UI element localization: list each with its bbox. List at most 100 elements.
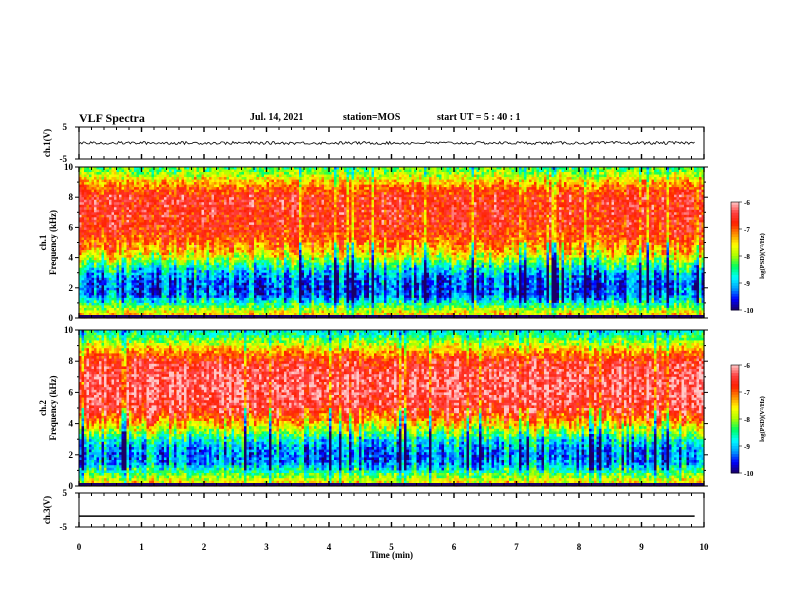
spectrogram-cell (144, 202, 148, 206)
spectrogram-cell (124, 250, 128, 254)
spectrogram-cell (84, 187, 88, 191)
spectrogram-cell (101, 192, 105, 196)
spectrogram-cell (79, 282, 83, 286)
spectrogram-cell (159, 232, 163, 236)
spectrogram-cell (174, 194, 178, 198)
spectrogram-cell (121, 232, 125, 236)
spectrogram-cell (109, 204, 113, 208)
spectrogram-cell (151, 250, 155, 254)
spectrogram-cell (144, 197, 148, 201)
spectrogram-cell (126, 169, 130, 173)
spectrogram-cell (136, 229, 140, 234)
spectrogram-cell (136, 199, 140, 203)
spectrogram-cell (176, 295, 180, 299)
spectrogram-cell (139, 305, 143, 309)
spectrogram-cell (176, 270, 180, 274)
spectrogram-cell (146, 229, 150, 234)
spectrogram-cell (171, 270, 175, 274)
spectrogram-cell (119, 250, 123, 254)
spectrogram-cell (164, 174, 168, 178)
spectrogram-cell (174, 267, 178, 271)
spectrogram-cell (166, 285, 170, 289)
spectrogram-cell (176, 179, 180, 183)
spectrogram-cell (156, 267, 160, 271)
spectrogram-cell (114, 234, 118, 239)
spectrogram-cell (111, 272, 115, 276)
spectrogram-cell (119, 307, 123, 312)
spectrogram-cell (99, 252, 103, 256)
spectrogram-cell (126, 300, 130, 304)
spectrogram-cell (99, 265, 103, 269)
spectrogram-cell (169, 305, 173, 309)
spectrogram-cell (171, 174, 175, 178)
spectrogram-cell (121, 260, 125, 264)
spectrogram-cell (79, 255, 83, 259)
spectrogram-cell (119, 302, 123, 307)
spectrogram-cell (174, 217, 178, 221)
spectrogram-cell (126, 265, 130, 269)
spectrogram-cell (86, 167, 90, 171)
spectrogram-cell (154, 252, 158, 256)
spectrogram-cell (104, 285, 108, 289)
spectrogram-cell (134, 272, 138, 276)
spectrogram-cell (129, 295, 133, 299)
spectrogram-cell (171, 245, 175, 249)
spectrogram-cell (154, 174, 158, 178)
spectrogram-cell (114, 302, 118, 307)
spectrogram-cell (144, 257, 148, 261)
spectrogram-cell (131, 194, 135, 198)
spectrogram-cell (141, 222, 145, 226)
spectrogram-cell (129, 227, 133, 231)
spectrogram-cell (94, 275, 98, 279)
spectrogram-cell (154, 229, 158, 234)
spectrogram-cell (141, 184, 145, 188)
spectrogram-cell (96, 252, 100, 256)
spectrogram-cell (111, 224, 115, 228)
spectrogram-cell (121, 224, 125, 228)
spectrogram-cell (106, 305, 110, 309)
spectrogram-cell (136, 217, 140, 221)
spectrogram-cell (179, 184, 183, 188)
spectrogram-cell (141, 167, 145, 171)
spectrogram-cell (86, 267, 90, 271)
spectrogram-cell (131, 297, 135, 301)
spectrogram-cell (104, 305, 108, 309)
spectrogram-cell (124, 237, 128, 241)
spectrogram-cell (116, 270, 120, 274)
spectrogram-cell (124, 192, 128, 196)
spectrogram-cell (166, 252, 170, 256)
spectrogram-cell (124, 232, 128, 236)
spectrogram-cell (94, 250, 98, 254)
spectrogram-cell (81, 182, 85, 186)
spectrogram-cell (144, 307, 148, 312)
spectrogram-cell (159, 184, 163, 188)
spectrogram-cell (149, 224, 153, 228)
spectrogram-cell (81, 194, 85, 198)
spectrogram-cell (169, 167, 173, 171)
spectrogram-cell (104, 267, 108, 271)
spectrogram-cell (106, 199, 110, 203)
spectrogram-cell (156, 202, 160, 206)
spectrogram-cell (79, 202, 83, 206)
spectrogram-cell (106, 174, 110, 178)
spectrogram-cell (156, 252, 160, 256)
spectrogram-cell (136, 245, 140, 249)
spectrogram-cell (81, 250, 85, 254)
spectrogram-cell (96, 237, 100, 241)
spectrogram-cell (94, 285, 98, 289)
spectrogram-cell (114, 197, 118, 201)
spectrogram-cell (111, 307, 115, 312)
spectrogram-cell (164, 239, 168, 244)
spectrogram-cell (134, 182, 138, 186)
spectrogram-cell (99, 280, 103, 284)
spectrogram-cell (134, 295, 138, 299)
spectrogram-cell (164, 257, 168, 261)
spectrogram-cell (139, 280, 143, 284)
spectrogram-cell (136, 177, 140, 181)
spectrogram-cell (171, 280, 175, 284)
spectrogram-cell (124, 277, 128, 281)
spectrogram-cell (161, 172, 165, 176)
spectrogram-cell (84, 182, 88, 186)
spectrogram-cell (139, 182, 143, 186)
spectrogram-cell (111, 174, 115, 178)
